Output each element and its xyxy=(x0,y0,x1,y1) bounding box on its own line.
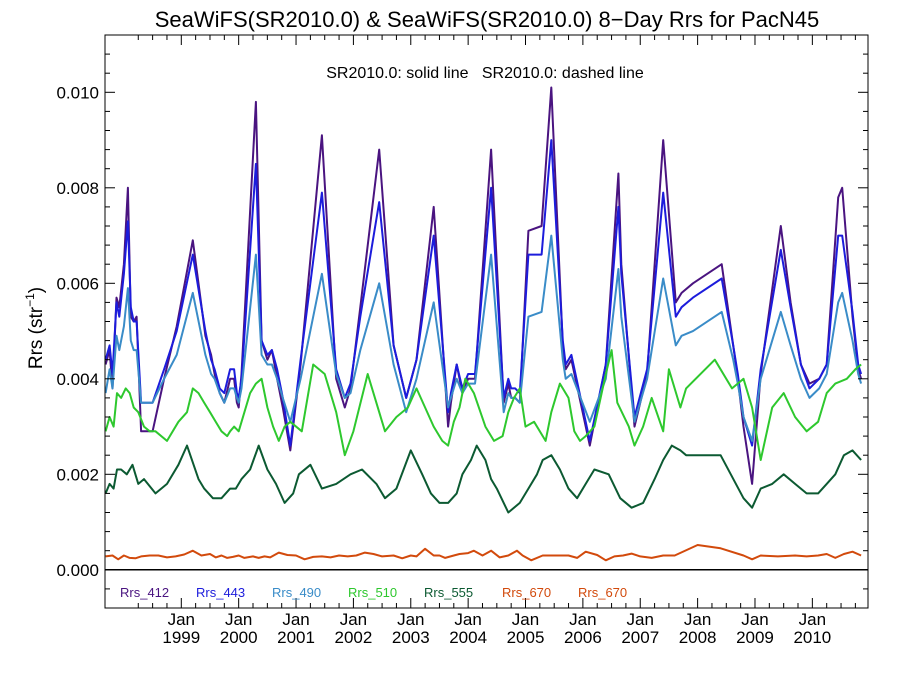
x-tick-year-label: 2002 xyxy=(334,628,372,647)
x-tick-month-label: Jan xyxy=(454,610,481,629)
series-line-rrs-443 xyxy=(104,139,863,447)
x-tick-month-label: Jan xyxy=(225,610,252,629)
x-tick-month-label: Jan xyxy=(168,610,195,629)
x-tick-year-label: 2004 xyxy=(449,628,487,647)
x-tick-month-label: Jan xyxy=(340,610,367,629)
y-tick-label: 0.008 xyxy=(56,179,99,198)
x-tick-year-label: 1999 xyxy=(162,628,200,647)
y-tick-label: 0.000 xyxy=(56,561,99,580)
x-tick-year-label: 2010 xyxy=(793,628,831,647)
x-tick-year-label: 2005 xyxy=(507,628,545,647)
series-line-rrs-555 xyxy=(104,444,862,514)
x-tick-month-label: Jan xyxy=(512,610,539,629)
y-tick-label: 0.010 xyxy=(56,83,99,102)
series-line-rrs-490 xyxy=(104,234,863,442)
x-tick-month-label: Jan xyxy=(282,610,309,629)
x-tick-month-label: Jan xyxy=(569,610,596,629)
x-tick-year-label: 2008 xyxy=(679,628,717,647)
x-tick-year-label: 2003 xyxy=(392,628,430,647)
x-tick-year-label: 2007 xyxy=(621,628,659,647)
legend-entry: Rrs_412 xyxy=(120,585,169,600)
legend-entry: Rrs_670 xyxy=(578,585,627,600)
series-line-rrs-670 xyxy=(105,544,862,562)
y-tick-label: 0.004 xyxy=(56,370,99,389)
y-axis-label: Rrs (str−1) xyxy=(23,287,47,369)
plot-area: 0.0000.0020.0040.0060.0080.010Jan1999Jan… xyxy=(56,34,869,647)
legend-entry: Rrs_670 xyxy=(502,585,551,600)
x-tick-year-label: 2006 xyxy=(564,628,602,647)
legend-entry: Rrs_490 xyxy=(272,585,321,600)
x-tick-month-label: Jan xyxy=(741,610,768,629)
y-axis-label-close: ) xyxy=(26,287,47,293)
legend: Rrs_412 Rrs_443 Rrs_490 Rrs_510 Rrs_555 Rrs_6… xyxy=(120,585,627,600)
x-tick-year-label: 2009 xyxy=(736,628,774,647)
x-tick-year-label: 2001 xyxy=(277,628,315,647)
legend-entry: Rrs_510 xyxy=(348,585,397,600)
x-tick-month-label: Jan xyxy=(799,610,826,629)
y-tick-label: 0.006 xyxy=(56,274,99,293)
series-line-rrs-510 xyxy=(104,349,862,461)
chart-title: SeaWiFS(SR2010.0) & SeaWiFS(SR2010.0) 8−… xyxy=(155,7,820,32)
y-axis-label-superscript: −1 xyxy=(23,293,37,307)
line-style-note: SR2010.0: solid line SR2010.0: dashed li… xyxy=(326,65,644,82)
y-tick-label: 0.002 xyxy=(56,465,99,484)
x-tick-year-label: 2000 xyxy=(220,628,258,647)
legend-entry: Rrs_555 xyxy=(424,585,473,600)
x-tick-month-label: Jan xyxy=(684,610,711,629)
y-axis-label-text: Rrs (str xyxy=(26,306,47,369)
plot-frame xyxy=(104,34,869,609)
x-tick-month-label: Jan xyxy=(397,610,424,629)
legend-entry: Rrs_443 xyxy=(196,585,245,600)
x-tick-month-label: Jan xyxy=(627,610,654,629)
